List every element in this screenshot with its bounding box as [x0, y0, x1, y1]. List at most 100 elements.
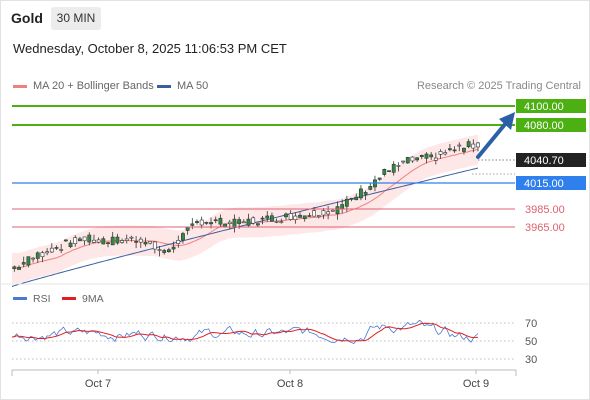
candle-body	[124, 238, 129, 241]
candle-body	[330, 209, 335, 212]
candle-body	[138, 238, 143, 243]
rsi-swatch	[13, 297, 27, 300]
rsi-ma-legend: 9MA	[82, 293, 104, 305]
candle-body	[415, 157, 420, 161]
candle-body	[354, 196, 359, 201]
candle-body	[368, 186, 373, 190]
target-label: 4080.00	[524, 120, 564, 132]
candle-body	[59, 249, 64, 251]
candle-body	[424, 153, 429, 159]
candle-body	[293, 215, 298, 221]
candle-body	[419, 154, 424, 158]
pivot-label-box	[516, 176, 586, 190]
ma50-swatch	[157, 84, 171, 88]
symbol-label: Gold	[11, 10, 43, 26]
candle-body	[466, 141, 471, 148]
candle-body	[134, 241, 139, 243]
candle-body	[401, 160, 405, 163]
candle-body	[270, 215, 274, 222]
candle-body	[255, 223, 260, 226]
candle-body	[171, 246, 176, 250]
candle-body	[391, 163, 396, 173]
candle-body	[40, 252, 45, 258]
rsi-legend: RSI	[33, 293, 51, 305]
ma20-swatch	[13, 84, 27, 88]
timeframe-button[interactable]: 30 MIN	[51, 7, 101, 30]
candle-body	[349, 197, 354, 200]
candle-body	[209, 222, 213, 225]
support-label: 3965.00	[525, 222, 565, 234]
candle-body	[204, 222, 209, 224]
candle-body	[213, 219, 218, 222]
candle-body	[377, 177, 382, 180]
candle-body	[237, 219, 242, 224]
candle-body	[110, 236, 115, 246]
candle-body	[152, 241, 157, 250]
candle-body	[246, 218, 251, 226]
target-label-box	[516, 99, 586, 113]
candle-body	[227, 221, 232, 224]
candle-body	[359, 188, 363, 199]
candle-body	[241, 221, 246, 224]
rsi-tick: 30	[525, 354, 537, 366]
candle-body	[157, 249, 162, 251]
candle-body	[312, 210, 316, 217]
candle-body	[78, 238, 82, 242]
x-tick-label: Oct 7	[85, 378, 111, 390]
candle-body	[307, 215, 312, 217]
legend-ma20: MA 20 + Bollinger Bands	[13, 80, 154, 92]
candle-body	[321, 210, 326, 216]
candle-body	[115, 236, 120, 244]
candle-body	[31, 257, 35, 260]
candle-body	[298, 214, 302, 218]
x-tick-label: Oct 9	[463, 378, 489, 390]
rsi-tick: 70	[525, 318, 537, 330]
candle-body	[162, 250, 167, 253]
candle-body	[302, 215, 307, 220]
candle-body	[462, 147, 466, 152]
candle-body	[181, 233, 185, 241]
candle-body	[195, 221, 199, 223]
candle-body	[166, 249, 171, 253]
candle-body	[447, 148, 452, 151]
candle-body	[176, 240, 181, 244]
candle-body	[476, 142, 480, 148]
candle-body	[335, 206, 340, 215]
rsi-tick: 50	[525, 336, 537, 348]
candle-body	[438, 151, 443, 155]
candle-body	[452, 149, 457, 152]
candle-body	[443, 152, 448, 155]
candle-body	[185, 226, 190, 231]
candle-body	[223, 223, 227, 228]
candle-body	[340, 204, 345, 210]
candle-body	[12, 266, 17, 269]
ma50-line	[11, 167, 479, 287]
candle-body	[199, 219, 204, 226]
candle-body	[26, 256, 31, 266]
candle-body	[429, 154, 434, 158]
candle-body	[45, 251, 50, 254]
candle-body	[96, 239, 101, 243]
credit-text: Research © 2025 Trading Central	[416, 80, 581, 92]
x-tick-label: Oct 8	[277, 378, 303, 390]
candle-body	[49, 247, 54, 253]
candle-body	[405, 157, 410, 164]
candle-body	[274, 221, 279, 223]
scenario-arrow	[476, 121, 508, 159]
candle-body	[106, 242, 110, 244]
candle-body	[457, 144, 462, 147]
candle-body	[190, 223, 195, 226]
candle-body	[344, 198, 349, 207]
current-price-box	[516, 153, 586, 167]
candle-body	[326, 211, 331, 215]
ma50-label: MA 50	[177, 80, 209, 92]
chart-datetime: Wednesday, October 8, 2025 11:06:53 PM C…	[13, 41, 287, 56]
pivot-label: 4015.00	[524, 178, 564, 190]
candle-body	[68, 242, 73, 248]
candle-body	[73, 237, 78, 244]
rsi-ma-line	[11, 322, 479, 342]
support-label: 3985.00	[525, 204, 565, 216]
candle-body	[143, 241, 148, 245]
scenario-arrow-head	[499, 112, 515, 130]
